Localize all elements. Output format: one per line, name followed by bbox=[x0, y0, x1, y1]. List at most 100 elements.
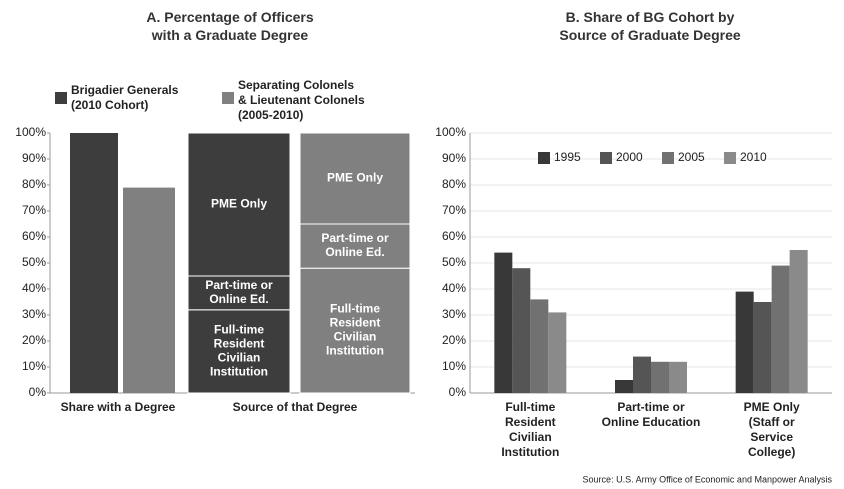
segment-label-line: Full-time bbox=[214, 323, 264, 337]
chart-title-line: B. Share of BG Cohort by bbox=[566, 9, 735, 25]
x-tick-label-line: Resident bbox=[505, 415, 556, 429]
segment-label-line: Part-time or bbox=[205, 278, 273, 292]
segment-label: Part-time or Online Ed. bbox=[321, 231, 389, 259]
x-tick-label-line: Part-time or bbox=[617, 400, 685, 414]
x-tick-label: Full-time Resident Civilian Institution bbox=[501, 400, 559, 459]
legend-label: Brigadier Generals (2010 Cohort) bbox=[71, 83, 179, 112]
legend-swatch bbox=[538, 152, 550, 164]
bar bbox=[548, 312, 567, 393]
bar bbox=[735, 291, 754, 393]
y-tick-label: 40% bbox=[442, 281, 466, 295]
y-tick-label: 70% bbox=[22, 203, 46, 217]
legend-swatch bbox=[662, 152, 674, 164]
bar bbox=[633, 356, 651, 393]
legend-label-line: (2005-2010) bbox=[238, 108, 303, 122]
x-tick-label-line: (Staff or bbox=[749, 415, 795, 429]
stack-segment bbox=[299, 267, 411, 394]
segment-label-line: Civilian bbox=[218, 351, 261, 365]
legend-label: 2005 bbox=[678, 150, 705, 164]
bar bbox=[771, 265, 790, 393]
legend-label: 1995 bbox=[554, 150, 581, 164]
segment-label: Full-time Resident Civilian Institution bbox=[210, 323, 268, 379]
chart-title-line: Source of Graduate Degree bbox=[559, 27, 740, 43]
legend-swatch bbox=[222, 92, 234, 104]
y-tick-label: 20% bbox=[22, 333, 46, 347]
chart-title: B. Share of BG Cohort by Source of Gradua… bbox=[559, 9, 740, 43]
segment-label: PME Only bbox=[327, 171, 383, 185]
legend-label: Separating Colonels & Lieutenant Colonels… bbox=[238, 78, 365, 122]
x-tick-label-line: PME Only bbox=[744, 400, 800, 414]
x-tick-label: Source of that Degree bbox=[233, 400, 358, 414]
x-tick-label: Share with a Degree bbox=[61, 400, 176, 414]
legend-label: 2000 bbox=[616, 150, 643, 164]
y-tick-label: 100% bbox=[435, 125, 466, 139]
chart-title-line: with a Graduate Degree bbox=[151, 27, 309, 43]
segment-label-line: Civilian bbox=[334, 330, 377, 344]
x-tick-label-line: Civilian bbox=[509, 430, 552, 444]
y-tick-label: 30% bbox=[442, 307, 466, 321]
y-tick-label: 90% bbox=[22, 151, 46, 165]
bar bbox=[669, 361, 687, 393]
segment-label-line: Part-time or bbox=[321, 231, 389, 245]
y-tick-label: 50% bbox=[442, 255, 466, 269]
legend-label-line: Brigadier Generals bbox=[71, 83, 179, 97]
stack-segment bbox=[299, 223, 411, 269]
segment-label-line: Resident bbox=[330, 316, 381, 330]
source-note: Source: U.S. Army Office of Economic and… bbox=[583, 474, 833, 484]
legend-label-line: & Lieutenant Colonels bbox=[238, 93, 365, 107]
segment-label-line: Online Ed. bbox=[209, 292, 268, 306]
bar bbox=[789, 250, 808, 393]
segment-label-line: Institution bbox=[326, 344, 384, 358]
segment-label-line: Full-time bbox=[330, 302, 380, 316]
y-tick-label: 40% bbox=[22, 281, 46, 295]
segment-label-line: Resident bbox=[214, 337, 265, 351]
y-tick-label: 60% bbox=[442, 229, 466, 243]
segment-label-line: Institution bbox=[210, 365, 268, 379]
legend-swatch bbox=[55, 92, 67, 104]
stack-segment bbox=[187, 275, 291, 311]
bar bbox=[530, 299, 549, 393]
x-tick-label: PME Only (Staff or Service College) bbox=[744, 400, 800, 459]
legend-label-line: Separating Colonels bbox=[238, 78, 354, 92]
bar bbox=[70, 133, 118, 393]
bar bbox=[512, 268, 531, 393]
y-tick-label: 90% bbox=[442, 151, 466, 165]
y-tick-label: 70% bbox=[442, 203, 466, 217]
x-tick-label-line: Online Education bbox=[602, 415, 701, 429]
segment-label-line: PME Only bbox=[327, 171, 383, 185]
y-tick-label: 20% bbox=[442, 333, 466, 347]
segment-label-line: PME Only bbox=[211, 197, 267, 211]
x-tick-label-line: College) bbox=[748, 445, 795, 459]
chart-title: A. Percentage of Officers with a Graduate… bbox=[146, 9, 313, 43]
y-tick-label: 30% bbox=[22, 307, 46, 321]
stack-segment bbox=[187, 309, 291, 394]
legend-label-line: (2010 Cohort) bbox=[71, 98, 148, 112]
segment-label: Full-time Resident Civilian Institution bbox=[326, 302, 384, 358]
y-tick-label: 60% bbox=[22, 229, 46, 243]
y-tick-label: 10% bbox=[442, 359, 466, 373]
y-tick-label: 10% bbox=[22, 359, 46, 373]
bar bbox=[651, 361, 669, 393]
legend-swatch bbox=[724, 152, 736, 164]
x-tick-label-line: Service bbox=[750, 430, 793, 444]
bar bbox=[494, 252, 513, 393]
bar bbox=[615, 380, 633, 393]
segment-label: PME Only bbox=[211, 197, 267, 211]
y-tick-label: 0% bbox=[29, 385, 47, 399]
legend-label: 2010 bbox=[740, 150, 767, 164]
x-tick-label-line: Institution bbox=[501, 445, 559, 459]
y-tick-label: 0% bbox=[449, 385, 467, 399]
segment-label-line: Online Ed. bbox=[325, 245, 384, 259]
y-tick-label: 100% bbox=[15, 125, 46, 139]
stack-segment bbox=[187, 132, 291, 277]
bar bbox=[753, 302, 772, 393]
y-tick-label: 80% bbox=[442, 177, 466, 191]
x-tick-label: Part-time or Online Education bbox=[602, 400, 701, 429]
x-tick-label-line: Full-time bbox=[505, 400, 555, 414]
segment-label: Part-time or Online Ed. bbox=[205, 278, 273, 306]
y-tick-label: 50% bbox=[22, 255, 46, 269]
chart-title-line: A. Percentage of Officers bbox=[146, 9, 313, 25]
legend-swatch bbox=[600, 152, 612, 164]
y-tick-label: 80% bbox=[22, 177, 46, 191]
